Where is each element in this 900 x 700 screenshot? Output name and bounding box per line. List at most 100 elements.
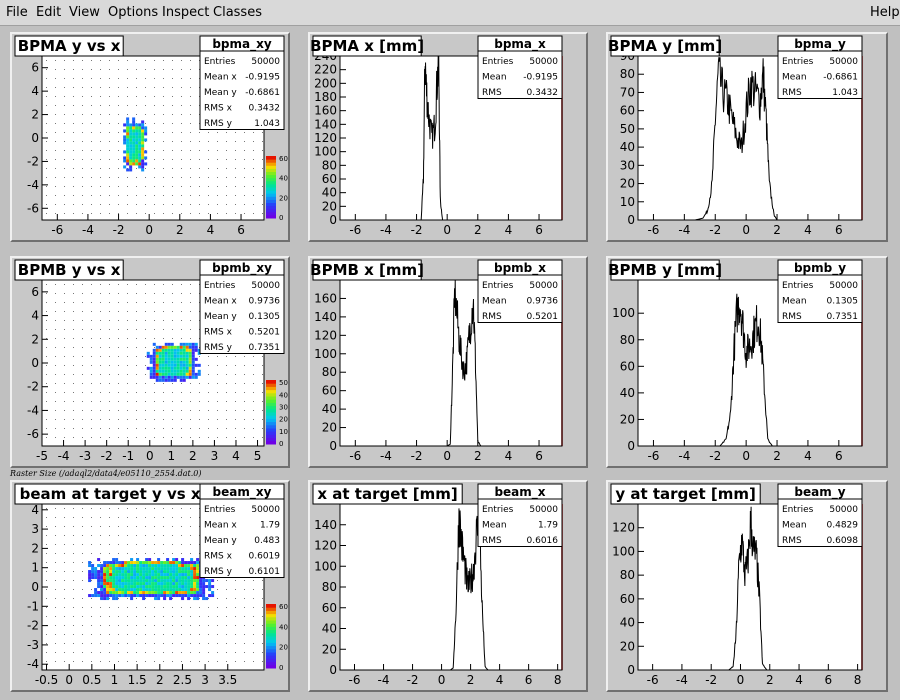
plot-frame — [637, 279, 863, 447]
chart-title: x at target [mm] — [317, 485, 457, 503]
chart-title: BPMB y vs x — [18, 261, 121, 279]
plot-pad-6[interactable]: -6 -4 -2 0 2 4 6 0 20 40 60 80 100 BPMB y [mm] bpmb_y E… — [606, 256, 888, 468]
histogram-line — [446, 279, 482, 447]
palette-tick-label: 0 — [279, 214, 283, 222]
histogram-line — [416, 55, 448, 221]
y-tick-label: 60 — [322, 601, 337, 615]
x-tick-label: 1.5 — [128, 673, 147, 687]
stats-value: 0.6101 — [249, 567, 281, 577]
x-tick-label: 6 — [525, 673, 533, 687]
y-tick-label: 100 — [612, 306, 635, 320]
x-tick-label: -4 — [380, 449, 392, 463]
x-tick-label: 1 — [111, 673, 119, 687]
stats-key: Entries — [204, 57, 236, 67]
x-tick-label: 4 — [804, 223, 812, 237]
canvas-area[interactable]: 60 40 20 0 -6 -4 -2 0 2 4 6 -6 -4 -2 0 2 4 6 BPMA y vs x bp… — [0, 26, 900, 700]
stats-value: 0.5201 — [527, 312, 559, 322]
raster-size-note: Raster Size (/adaql2/data4/e05110_2554.d… — [10, 469, 202, 478]
x-tick-label: 2 — [156, 673, 164, 687]
plot-pad-3[interactable]: -6-4-202460102030405060708090BPMA y [mm]… — [606, 32, 888, 242]
stats-value: 50000 — [251, 281, 280, 291]
y-tick-label: -1 — [27, 599, 39, 613]
menu-edit[interactable]: Edit — [36, 5, 62, 20]
menu-help[interactable]: Help — [870, 5, 900, 20]
stats-value: 50000 — [251, 505, 280, 515]
stats-box — [199, 35, 285, 130]
plot-pad-2[interactable]: -6 -4 -2 0 2 4 6 0 20 40 60 80 100 120 140 160 180 200 220… — [308, 32, 588, 242]
y-tick-label: 120 — [314, 328, 337, 342]
plot-pad-8[interactable]: -6 -4 -2 0 2 4 6 8 0 20 40 60 80 100 120 140 x at target… — [308, 480, 588, 692]
stats-value: 0.3432 — [527, 88, 559, 98]
palette-tick-label: 0 — [279, 440, 283, 448]
x-tick-label: -4 — [678, 449, 690, 463]
y-tick-label: -3 — [27, 638, 39, 652]
stats-value: 1.043 — [254, 119, 280, 129]
x-tick-label: 4 — [795, 673, 803, 687]
stats-key: Mean y — [204, 312, 237, 322]
title-box — [312, 483, 463, 505]
x-tick-label: -5 — [36, 449, 48, 463]
stats-value: 1.79 — [260, 521, 280, 531]
plot-pad-4[interactable]: 50 40 30 20 10 0 -5 -4 -3 -2 -1 0 1 2 3 4 5 -6 -4 -2 0 2 4 6 BPM… — [10, 256, 290, 468]
palette-tick-label: 20 — [279, 416, 288, 424]
y-tick-label: 4 — [31, 84, 39, 98]
y-tick-label: 80 — [620, 568, 635, 582]
plot-pad-9[interactable]: -6 -4 -2 0 2 4 6 8 0 20 40 60 80 100 120 y at target [m… — [606, 480, 888, 692]
y-tick-label: 20 — [322, 642, 337, 656]
stats-key: RMS — [782, 88, 802, 98]
y-tick-label: 80 — [322, 580, 337, 594]
stats-value: 0.6098 — [827, 536, 859, 546]
stats-key: Entries — [482, 57, 514, 67]
y-tick-label: 160 — [314, 291, 337, 305]
x-tick-label: -4 — [378, 673, 390, 687]
x-tick-label: 4 — [505, 223, 513, 237]
stats-key: Mean — [782, 297, 807, 307]
chart-title: BPMA y vs x — [18, 37, 121, 55]
title-box — [610, 483, 761, 505]
x-tick-label: 0 — [742, 223, 750, 237]
title-box — [610, 35, 720, 57]
y-tick-label: 4 — [31, 309, 39, 323]
y-tick-label: 120 — [314, 131, 337, 145]
y-tick-label: 20 — [322, 421, 337, 435]
menu-view[interactable]: View — [69, 5, 100, 20]
y-tick-label: -2 — [27, 154, 39, 168]
stats-key: RMS x — [204, 552, 233, 562]
menu-options[interactable]: Options — [108, 5, 159, 20]
plot-pad-5[interactable]: -6 -4 -2 0 2 4 6 0 20 40 60 80 100 120 140 160 BPMB x [m… — [308, 256, 588, 468]
plot-pad-1[interactable]: 60 40 20 0 -6 -4 -2 0 2 4 6 -6 -4 -2 0 2 4 6 BPMA y vs x bp… — [10, 32, 290, 242]
stats-value: 50000 — [829, 281, 858, 291]
x-tick-label: -4 — [678, 223, 690, 237]
chart-svg: 60 40 20 0 -0.5 0 0.5 1 1.5 2 2.5 3 3.5 -4 -3 -2 -1 0 1 2 3 4… — [14, 483, 288, 687]
stats-key: Mean y — [204, 536, 237, 546]
stats-value: 50000 — [829, 57, 858, 67]
y-tick-label: 80 — [620, 333, 635, 347]
y-tick-label: 70 — [620, 85, 635, 99]
x-tick-label: 6 — [535, 449, 543, 463]
y-tick-label: 60 — [620, 592, 635, 606]
plot-frame — [637, 55, 863, 221]
y-tick-label: 40 — [620, 386, 635, 400]
stats-key: Entries — [482, 505, 514, 515]
x-tick-label: 3 — [201, 673, 209, 687]
menu-inspect[interactable]: Inspect — [162, 5, 210, 20]
x-tick-label: 2 — [189, 449, 197, 463]
stats-box — [477, 35, 563, 99]
menu-classes[interactable]: Classes — [213, 5, 262, 20]
histogram-line — [728, 506, 768, 671]
palette-tick-label: 20 — [279, 644, 288, 652]
y-tick-label: 200 — [314, 76, 337, 90]
palette-tick-label: 50 — [279, 379, 288, 387]
x-tick-label: 0 — [742, 449, 750, 463]
plot-pad-7[interactable]: 60 40 20 0 -0.5 0 0.5 1 1.5 2 2.5 3 3.5 -4 -3 -2 -1 0 1 2 3 4… — [10, 480, 290, 692]
palette-tick-label: 40 — [279, 391, 288, 399]
stats-key: Mean — [482, 73, 507, 83]
stats-key: Mean x — [204, 73, 237, 83]
y-tick-label: 4 — [31, 503, 39, 517]
y-tick-label: 40 — [322, 186, 337, 200]
y-tick-label: 0 — [31, 131, 39, 145]
menu-file[interactable]: File — [6, 5, 28, 20]
stats-value: 0.1305 — [827, 297, 859, 307]
title-box — [610, 259, 720, 281]
chart-title: BPMA y [mm] — [608, 37, 722, 55]
